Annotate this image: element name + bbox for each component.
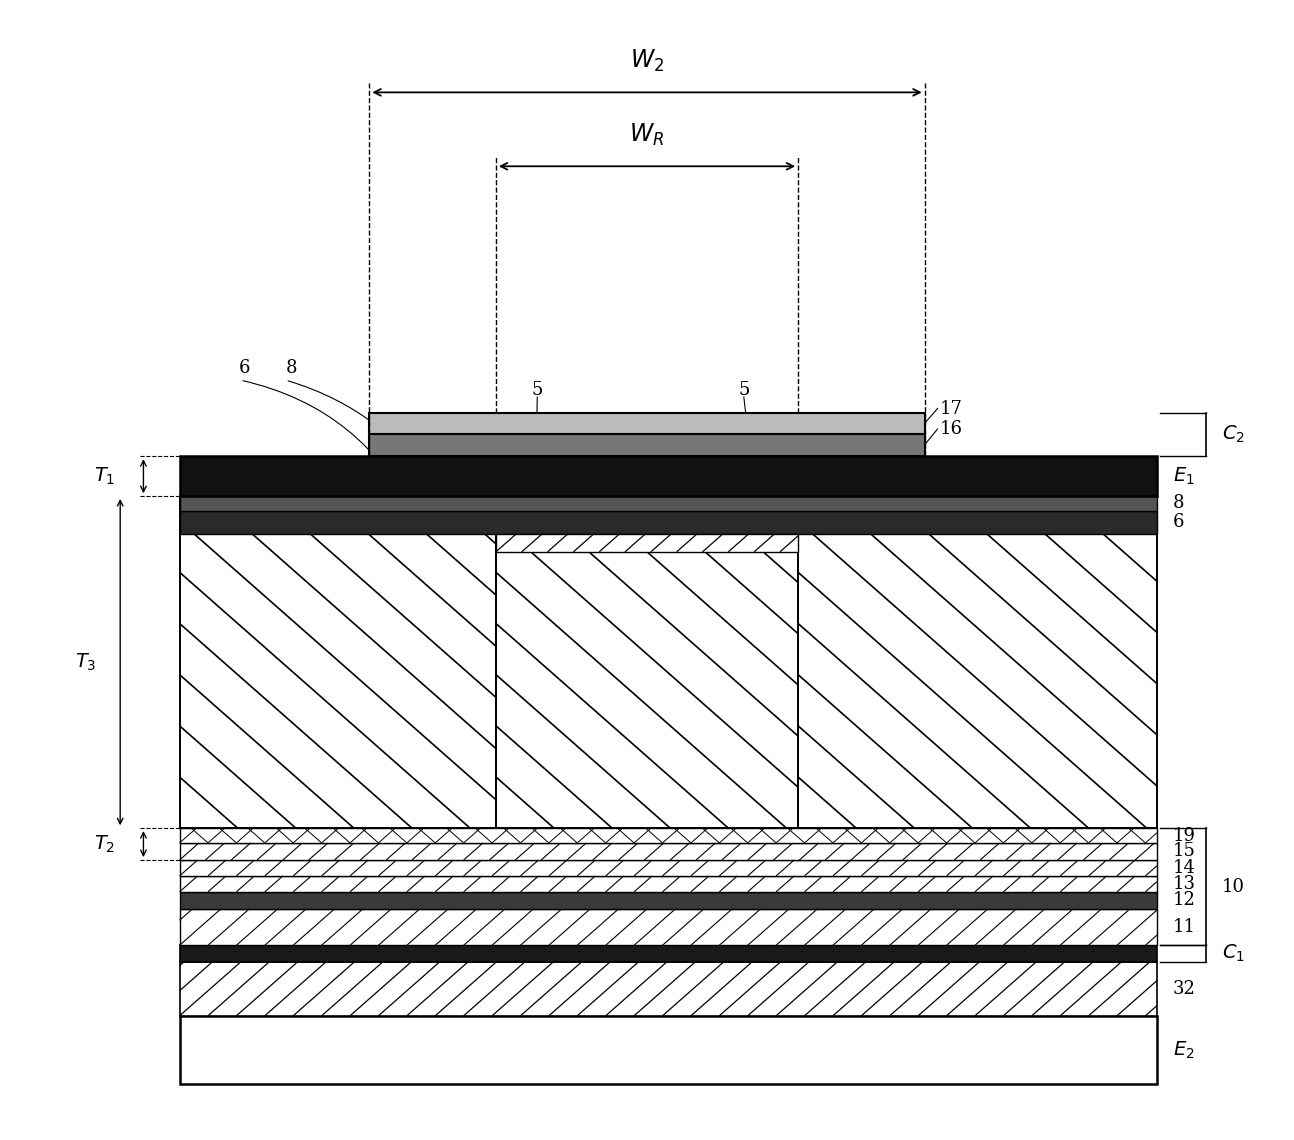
- Text: 17: 17: [941, 399, 963, 417]
- Bar: [496, 496, 798, 828]
- Bar: [180, 496, 1157, 511]
- Text: 7: 7: [639, 669, 655, 692]
- Bar: [180, 1016, 1157, 1084]
- Text: $T_1$: $T_1$: [93, 465, 115, 487]
- Text: $E_1$: $E_1$: [1172, 465, 1194, 487]
- Text: 19: 19: [1172, 826, 1196, 845]
- Text: 12: 12: [1172, 891, 1196, 910]
- Bar: [180, 876, 1157, 891]
- Text: 11: 11: [1172, 918, 1196, 936]
- Bar: [369, 433, 925, 456]
- Text: $C_1$: $C_1$: [1222, 943, 1245, 964]
- Text: 8: 8: [1172, 495, 1184, 513]
- Text: $C_2$: $C_2$: [1222, 424, 1245, 446]
- Bar: [496, 534, 798, 552]
- Bar: [180, 891, 1157, 909]
- Text: 6: 6: [238, 359, 250, 376]
- Bar: [180, 945, 1157, 962]
- Text: 13: 13: [1172, 874, 1196, 893]
- Text: $W_2$: $W_2$: [630, 48, 664, 74]
- Bar: [180, 860, 1157, 876]
- Bar: [180, 962, 1157, 1016]
- Text: 32: 32: [1172, 980, 1196, 998]
- Bar: [180, 842, 1157, 860]
- Text: 16: 16: [941, 420, 963, 438]
- Bar: [180, 511, 1157, 534]
- Text: 14: 14: [1172, 858, 1196, 877]
- Bar: [180, 496, 496, 828]
- Text: 5: 5: [532, 381, 543, 399]
- Bar: [180, 909, 1157, 945]
- Bar: [369, 413, 925, 433]
- Text: $T_2$: $T_2$: [94, 833, 115, 855]
- Text: $W_R$: $W_R$: [629, 122, 665, 148]
- Text: 5: 5: [738, 381, 749, 399]
- Bar: [180, 456, 1157, 496]
- Bar: [180, 828, 1157, 842]
- Text: 15: 15: [1172, 842, 1196, 861]
- Text: $E_2$: $E_2$: [1172, 1040, 1194, 1060]
- Text: 6: 6: [1172, 513, 1184, 531]
- Text: 8: 8: [286, 359, 298, 376]
- Text: 10: 10: [1222, 878, 1245, 896]
- Bar: [798, 496, 1157, 828]
- Text: $T_3$: $T_3$: [75, 651, 97, 673]
